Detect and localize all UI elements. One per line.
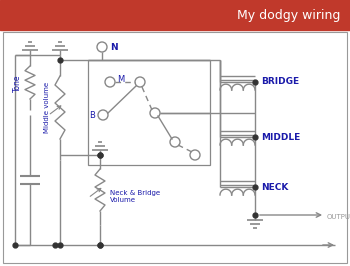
Text: B: B: [89, 110, 95, 119]
Text: MIDDLE: MIDDLE: [261, 132, 300, 142]
Bar: [3, 32, 347, 263]
Text: OUTPUT: OUTPUT: [327, 214, 350, 220]
Text: M: M: [117, 76, 124, 85]
Text: Middle volume: Middle volume: [44, 82, 50, 133]
Text: NECK: NECK: [261, 182, 288, 192]
Text: Tone: Tone: [13, 74, 21, 92]
Text: BRIDGE: BRIDGE: [261, 77, 299, 86]
Text: N: N: [110, 43, 118, 52]
Text: Neck & Bridge
Volume: Neck & Bridge Volume: [110, 190, 160, 203]
Bar: [88, 60, 210, 165]
Text: My dodgy wiring: My dodgy wiring: [237, 9, 340, 22]
Bar: [0, 0, 350, 30]
